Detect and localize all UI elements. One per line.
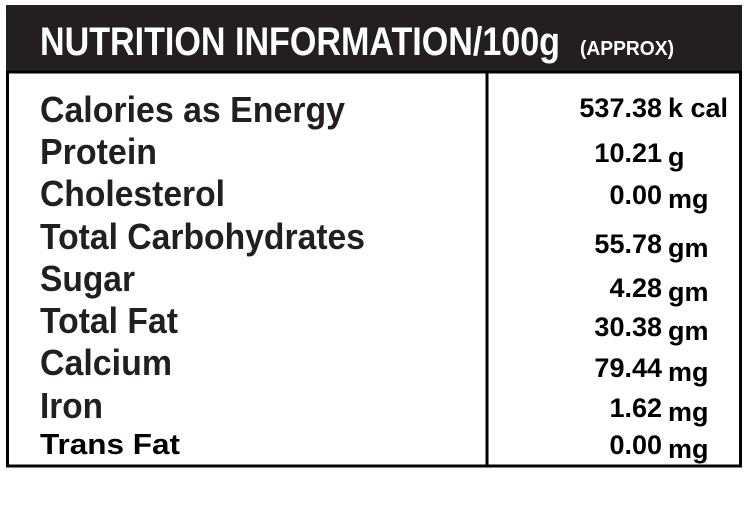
nutrient-unit: gm <box>668 316 709 346</box>
nutrient-name: Iron <box>40 385 103 426</box>
nutrient-name: Total Fat <box>40 300 178 341</box>
nutrient-unit: g <box>668 142 685 172</box>
nutrient-value: 0.00 <box>609 430 662 460</box>
nutrient-name: Cholesterol <box>40 173 225 214</box>
nutrient-name: Protein <box>40 131 157 172</box>
nutrient-name: Total Carbohydrates <box>40 216 365 257</box>
rows: Calories as Energy 537.38 k cal Protein 10.2… <box>40 89 728 464</box>
nutrient-unit: k cal <box>668 93 728 123</box>
nutrient-unit: mg <box>668 184 709 214</box>
nutrient-unit: gm <box>668 233 709 263</box>
nutrient-value: 1.62 <box>609 393 662 423</box>
nutrient-name: Trans Fat <box>40 429 180 461</box>
nutrient-unit: gm <box>668 277 709 307</box>
nutrient-value: 79.44 <box>594 353 662 383</box>
nutrient-value: 30.38 <box>594 312 662 342</box>
nutrient-value: 537.38 <box>579 93 662 123</box>
nutrient-value: 10.21 <box>594 138 662 168</box>
nutrient-unit: mg <box>668 397 709 427</box>
nutrient-name: Calcium <box>40 342 172 383</box>
table-border <box>6 70 742 468</box>
nutrient-value: 4.28 <box>609 273 662 303</box>
nutrient-name: Sugar <box>40 258 135 299</box>
nutrient-unit: mg <box>668 357 709 387</box>
header-title: NUTRITION INFORMATION/100g <box>40 20 560 64</box>
nutrient-unit: mg <box>668 434 709 464</box>
nutrient-value: 55.78 <box>594 229 662 259</box>
nutrient-value: 0.00 <box>609 180 662 210</box>
nutrient-name: Calories as Energy <box>40 89 345 130</box>
header-note: (APPROX) <box>580 38 674 60</box>
header-bar <box>6 5 742 73</box>
